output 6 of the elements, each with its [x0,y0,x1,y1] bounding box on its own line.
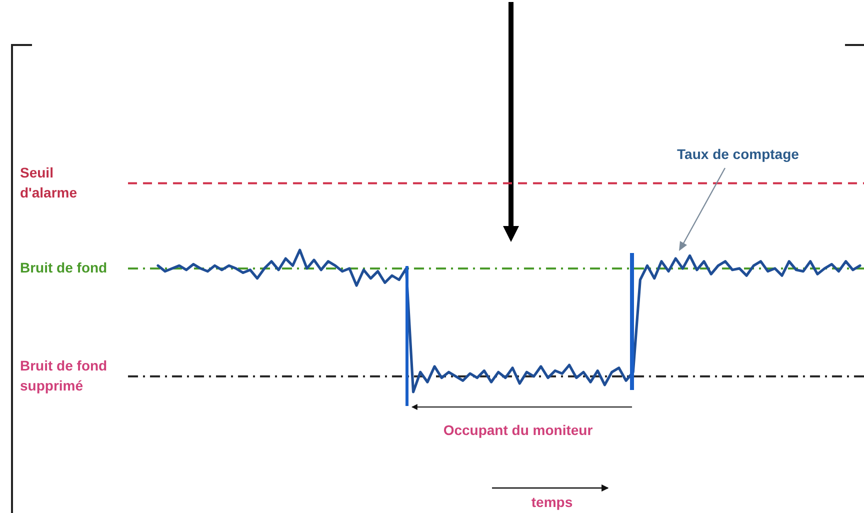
ref-line-label: Bruit de fond [20,259,108,276]
ref-line-label: Seuil d'alarme [20,164,78,200]
text: Taux de comptage [677,146,800,162]
text: Occupant du moniteur [443,422,594,438]
ref-line-label: Bruit de fond supprimé [20,357,108,394]
text: temps [531,494,573,510]
